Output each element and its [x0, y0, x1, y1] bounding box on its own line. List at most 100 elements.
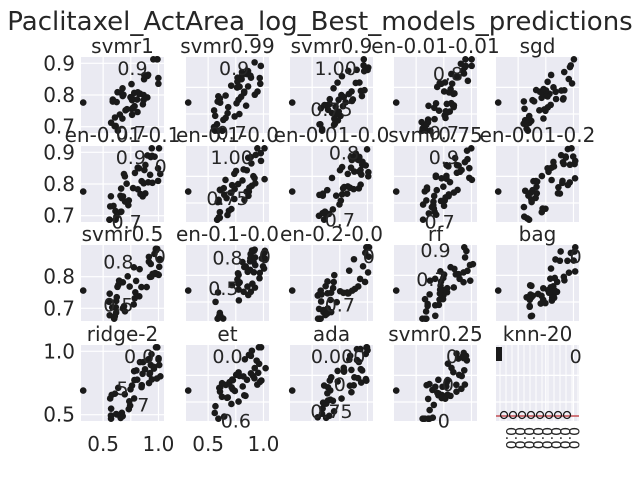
data-point — [261, 175, 268, 183]
data-point — [340, 289, 347, 297]
data-point — [320, 216, 328, 224]
data-point — [256, 378, 264, 386]
overlay-label: 0.9 — [420, 240, 450, 262]
data-point — [442, 114, 449, 122]
data-point — [216, 309, 224, 317]
data-point — [119, 193, 127, 200]
data-point — [440, 202, 448, 210]
data-point — [339, 185, 347, 192]
data-point — [224, 103, 232, 111]
data-point — [426, 291, 433, 298]
data-point — [457, 60, 465, 68]
data-point — [251, 374, 258, 382]
data-point — [449, 101, 456, 109]
overlay-label: 0.7 — [425, 212, 455, 234]
data-point — [148, 152, 156, 160]
data-point — [424, 395, 432, 403]
data-point — [424, 119, 432, 126]
overlay-label: 0.9 — [117, 58, 147, 80]
data-point — [357, 379, 365, 386]
data-point — [229, 376, 237, 384]
data-point — [521, 105, 528, 113]
data-point — [461, 254, 469, 261]
data-point — [232, 371, 240, 379]
data-point — [338, 395, 345, 402]
data-point — [450, 284, 458, 291]
data-point — [323, 310, 331, 318]
data-point — [256, 80, 264, 88]
data-point — [145, 258, 153, 266]
data-point — [558, 87, 565, 94]
data-point — [242, 102, 250, 109]
overlay-label: 0.7 — [116, 123, 146, 145]
data-point — [526, 302, 533, 310]
data-point — [426, 380, 433, 388]
data-point — [114, 384, 122, 392]
overlay-label: 0 — [570, 246, 582, 268]
data-point — [354, 283, 362, 290]
data-point — [439, 295, 447, 303]
data-point — [154, 177, 162, 185]
data-point — [364, 269, 372, 276]
overlay-label: 0.9 — [429, 147, 459, 169]
overlay-label: 5 — [116, 378, 128, 400]
data-point — [138, 383, 145, 391]
data-point — [116, 111, 124, 118]
data-point — [224, 394, 232, 401]
data-point — [570, 55, 578, 63]
data-point — [557, 248, 564, 255]
data-point — [139, 370, 146, 378]
data-point — [112, 297, 120, 305]
data-point — [346, 382, 354, 389]
data-point — [156, 170, 164, 178]
y-tick-label: 0.8 — [43, 83, 75, 107]
data-point — [445, 163, 452, 170]
data-point — [128, 96, 136, 104]
data-point — [364, 346, 371, 354]
data-point — [529, 96, 536, 104]
x-tick-label: 1.0 — [143, 432, 175, 456]
overlay-label: 0.0 — [212, 346, 242, 368]
y-tick-label: 0.9 — [43, 51, 75, 75]
x-tick-label: 1.0 — [248, 432, 280, 456]
data-point — [337, 197, 345, 204]
data-point — [363, 146, 371, 153]
data-point — [288, 188, 296, 195]
data-point — [468, 55, 475, 63]
data-point — [348, 366, 355, 374]
data-point — [234, 276, 241, 283]
data-point — [328, 109, 336, 117]
data-point — [79, 188, 87, 195]
data-point — [425, 102, 432, 110]
data-point — [146, 369, 154, 377]
data-point — [257, 62, 265, 70]
data-point — [443, 379, 450, 386]
data-point — [323, 186, 331, 194]
data-point — [141, 166, 148, 174]
data-point — [330, 85, 337, 92]
data-point — [460, 278, 467, 286]
data-point — [464, 155, 471, 163]
subplot-title: en-0.2-0.0 — [280, 222, 383, 246]
data-point — [254, 369, 262, 377]
data-point — [251, 254, 259, 261]
data-point — [543, 92, 551, 100]
y-tick-label: 0.7 — [43, 115, 75, 139]
data-point — [419, 201, 427, 208]
data-point — [107, 119, 115, 127]
data-point — [216, 214, 224, 222]
data-point — [151, 250, 158, 258]
data-point — [225, 207, 233, 215]
data-point — [228, 400, 235, 408]
y-tick-label: 0.5 — [43, 403, 75, 427]
data-point — [149, 270, 156, 278]
data-point — [567, 62, 575, 69]
data-point — [542, 205, 549, 213]
data-point — [358, 367, 366, 374]
data-point — [155, 354, 162, 362]
data-point — [435, 301, 443, 309]
data-point — [124, 273, 132, 280]
plot-area — [496, 57, 579, 133]
data-point — [252, 151, 260, 159]
data-point — [251, 91, 259, 99]
